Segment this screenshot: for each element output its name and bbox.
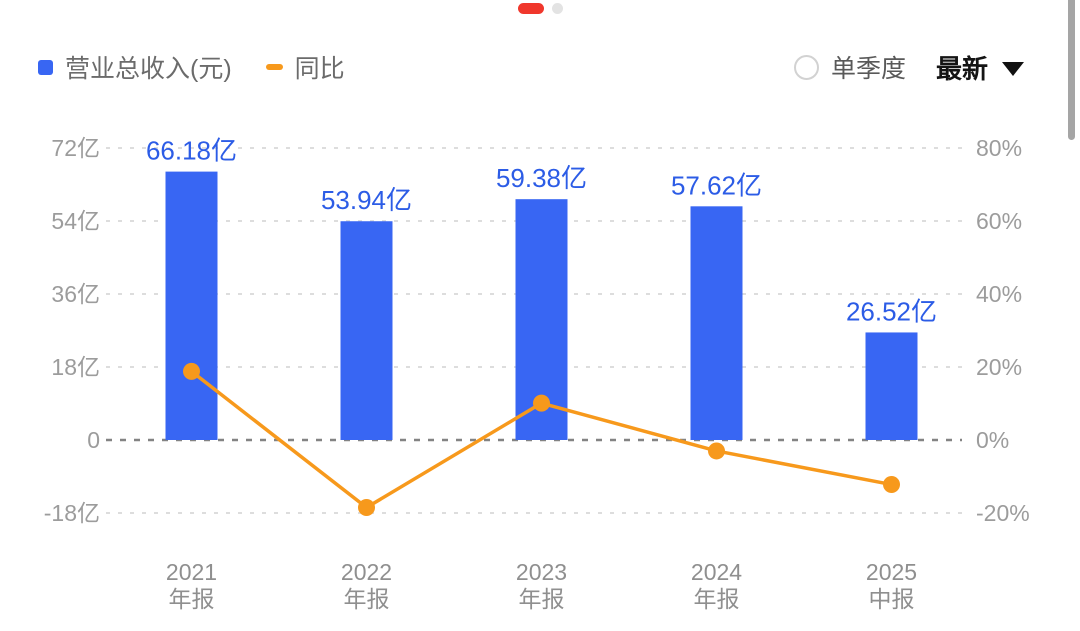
chart-controls: 单季度 最新 [793, 49, 1042, 86]
yoy-point [358, 499, 375, 517]
revenue-bar[interactable] [165, 171, 218, 440]
x-axis-label[interactable]: 2025 中报 [866, 559, 917, 612]
yoy-point [183, 362, 200, 380]
scrollbar-thumb[interactable] [1068, 0, 1075, 140]
report-period-dropdown[interactable]: 最新 [936, 49, 1024, 86]
bar-value-label: 59.38亿 [496, 163, 587, 193]
pager [0, 3, 1080, 14]
left-axis-tick-label: 54亿 [51, 208, 100, 234]
right-axis-tick-label: 40% [976, 281, 1022, 307]
legend-label-yoy: 同比 [294, 55, 345, 83]
radio-unchecked-icon [793, 54, 819, 80]
pager-dot-active[interactable] [517, 3, 544, 14]
right-axis-tick-label: -20% [976, 500, 1030, 526]
yoy-point [708, 442, 725, 460]
revenue-bar[interactable] [690, 206, 743, 440]
bar-value-label: 57.62亿 [671, 170, 762, 200]
line-series-swatch-icon [265, 64, 283, 70]
legend-label-revenue: 营业总收入(元) [65, 55, 232, 83]
single-quarter-toggle[interactable]: 单季度 [793, 49, 906, 85]
right-axis-tick-label: 0% [976, 427, 1009, 453]
right-axis-tick-label: 20% [976, 354, 1022, 380]
revenue-bar[interactable] [340, 221, 393, 440]
legend-item-yoy[interactable]: 同比 [265, 49, 345, 85]
bar-series-swatch-icon [38, 59, 53, 75]
yoy-point [883, 476, 900, 494]
left-axis-tick-label: 18亿 [51, 354, 100, 380]
bar-value-label: 66.18亿 [146, 136, 237, 166]
dropdown-selected-value: 最新 [935, 53, 988, 84]
chart-header: 营业总收入(元) 同比 单季度 最新 [38, 48, 1042, 86]
x-axis-label[interactable]: 2024 年报 [691, 559, 742, 612]
x-axis-label[interactable]: 2022 年报 [341, 559, 392, 612]
x-axis-label[interactable]: 2023 年报 [516, 559, 567, 612]
left-axis-tick-label: 36亿 [51, 281, 100, 307]
right-axis-tick-label: 80% [976, 135, 1022, 161]
bar-value-label: 26.52亿 [846, 296, 937, 326]
x-axis-label[interactable]: 2021 年报 [166, 559, 217, 612]
left-axis-tick-label: 0 [87, 427, 100, 453]
left-axis-tick-label: -18亿 [44, 500, 100, 526]
revenue-bar[interactable] [865, 332, 918, 440]
left-axis-tick-label: 72亿 [51, 135, 100, 161]
chevron-down-icon [1002, 61, 1024, 76]
pager-dot-inactive[interactable] [551, 3, 563, 14]
legend: 营业总收入(元) 同比 [38, 49, 345, 85]
legend-item-revenue[interactable]: 营业总收入(元) [38, 49, 232, 85]
yoy-point [533, 394, 550, 412]
right-axis-tick-label: 60% [976, 208, 1022, 234]
bar-value-label: 53.94亿 [321, 185, 412, 215]
single-quarter-label: 单季度 [830, 55, 906, 83]
